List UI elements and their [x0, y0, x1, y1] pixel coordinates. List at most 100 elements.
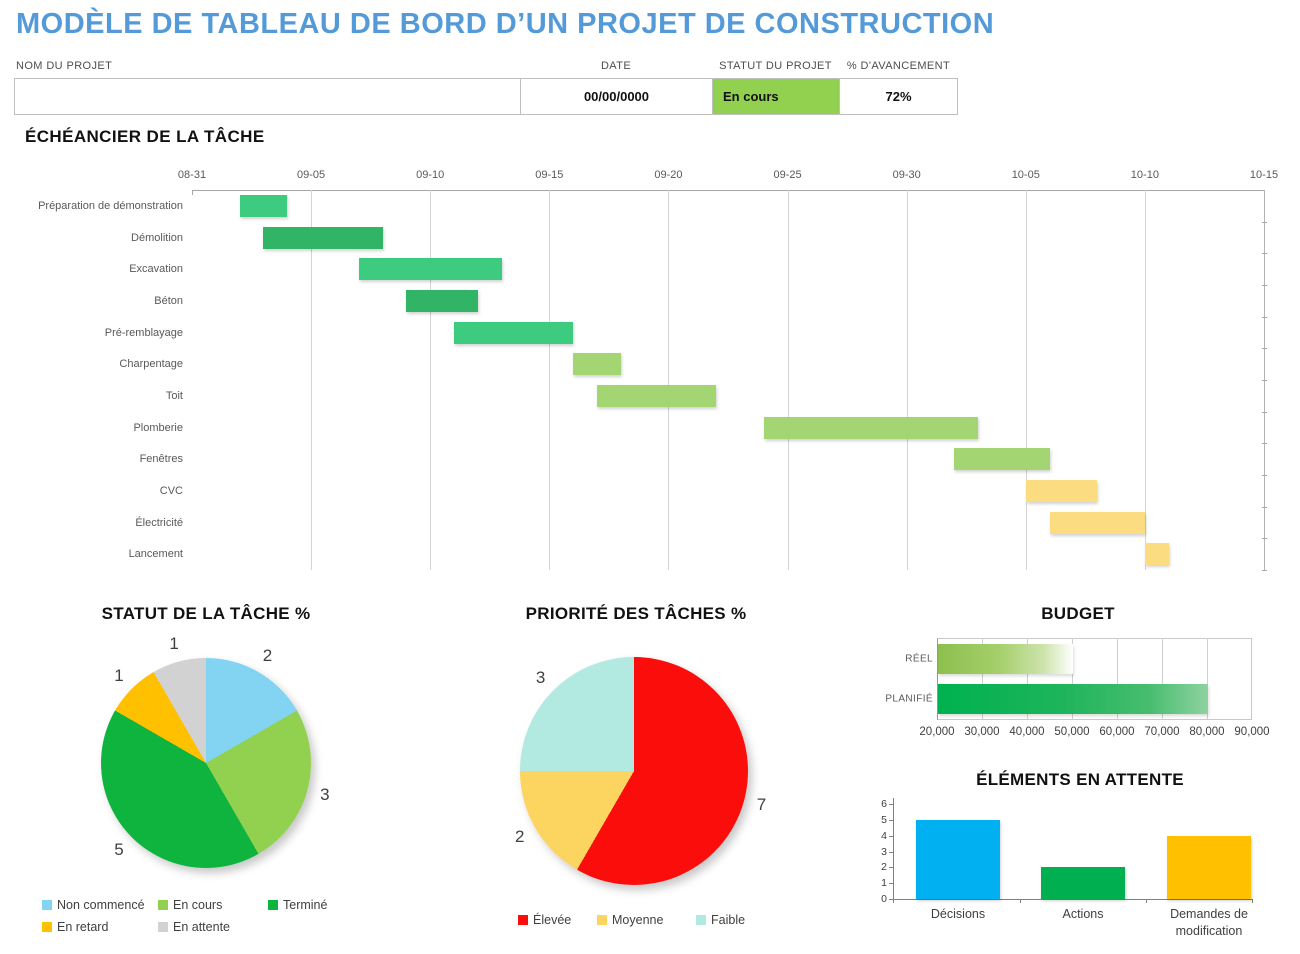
- gantt-axis-tick-label: 09-10: [416, 169, 445, 181]
- gantt-axis-tick-label: 08-31: [177, 169, 207, 181]
- gantt-axis-tick-label: 10-15: [1249, 169, 1279, 181]
- pending-y-tick: [889, 804, 893, 805]
- pending-y-tick: [889, 835, 893, 837]
- gantt-bar-fen-tres: [954, 448, 1050, 471]
- gantt-gridline: [1025, 190, 1027, 570]
- gantt-task-label: Excavation: [129, 263, 183, 276]
- gantt-task-label: Plomberie: [133, 421, 183, 434]
- pending-category-label: Demandes de modification: [1170, 907, 1248, 938]
- gantt-axis-tick: [192, 190, 193, 195]
- budget-gridline: [1117, 638, 1118, 720]
- budget-gridline: [1027, 638, 1028, 720]
- gantt-gridline: [549, 190, 551, 570]
- gantt-task-label: Lancement: [128, 548, 183, 561]
- legend-swatch-icon: [42, 900, 52, 910]
- gantt-axis-line: [192, 190, 1264, 191]
- legend-label: En cours: [173, 898, 223, 912]
- gantt-axis-tick-label: 09-05: [297, 169, 326, 181]
- pie-statut-tache: [101, 658, 311, 868]
- gantt-right-axis-tick: [1262, 538, 1267, 540]
- pie-value-label: 1: [114, 666, 124, 686]
- gantt-axis-tick-label: 09-15: [535, 169, 564, 181]
- status-label: STATUT DU PROJET: [719, 60, 832, 72]
- pending-y-tick-label: 1: [881, 877, 887, 890]
- pending-x-axis: [893, 899, 1252, 900]
- budget-gridline: [1162, 638, 1163, 720]
- budget-axis-tick-label: 70,000: [1144, 726, 1180, 738]
- legend-swatch-icon: [42, 922, 52, 932]
- gantt-bar-lancement: [1144, 543, 1169, 566]
- legend-swatch-icon: [268, 900, 278, 910]
- gantt-gridline: [430, 190, 432, 570]
- gantt-task-label: Toit: [165, 389, 183, 402]
- project-name-label: NOM DU PROJET: [16, 60, 113, 72]
- gantt-right-axis-tick: [1262, 285, 1267, 286]
- pending-y-axis: [893, 798, 894, 900]
- budget-axis-tick-label: 30,000: [964, 726, 1000, 738]
- gantt-task-label: Fenêtres: [139, 453, 183, 466]
- legend-swatch-icon: [696, 915, 706, 925]
- gantt-right-axis-tick: [1262, 316, 1267, 318]
- progress-value-box: 72%: [839, 78, 958, 115]
- legend-item-élevée: Élevée: [518, 913, 571, 927]
- pending-bar-demandes-de-modification: [1167, 835, 1251, 899]
- pending-y-tick: [889, 883, 893, 885]
- pending-y-tick: [889, 851, 893, 853]
- legend-item-en-cours: En cours: [158, 898, 222, 912]
- pending-x-tick: [1020, 899, 1021, 903]
- gantt-task-label: Pré-remblayage: [104, 326, 183, 339]
- task-priority-title: PRIORITÉ DES TÂCHES %: [525, 604, 747, 623]
- legend-swatch-icon: [158, 922, 168, 932]
- gantt-axis-tick-label: 10-10: [1130, 169, 1159, 181]
- pie-priorite-taches: [520, 657, 748, 885]
- budget-category-label: PLANIFIÉ: [885, 693, 933, 705]
- legend-label: Terminé: [283, 898, 328, 912]
- budget-axis-tick-label: 20,000: [919, 726, 955, 738]
- gantt-right-axis-tick: [1262, 506, 1267, 508]
- pie-value-label: 5: [114, 839, 124, 859]
- gantt-axis-tick-label: 09-25: [773, 169, 802, 181]
- pending-items-title: ÉLÉMENTS EN ATTENTE: [976, 770, 1184, 789]
- pie-value-label: 3: [320, 784, 330, 804]
- pending-category-label: Décisions: [930, 907, 986, 921]
- pending-x-tick: [893, 899, 894, 903]
- budget-axis-tick-label: 80,000: [1189, 726, 1225, 738]
- legend-label: En retard: [57, 920, 109, 934]
- budget-bar-réel: [938, 644, 1073, 674]
- legend-item-terminé: Terminé: [268, 898, 327, 912]
- status-value-box: En cours: [712, 78, 840, 115]
- pie-value-label: 3: [535, 667, 546, 687]
- pending-y-tick: [889, 867, 893, 869]
- budget-category-label: RÉEL: [905, 653, 933, 665]
- budget-gridline: [982, 638, 983, 720]
- gantt-axis-tick-label: 10-05: [1011, 169, 1040, 181]
- progress-label: % D'AVANCEMENT: [846, 60, 951, 72]
- gantt-right-axis-tick: [1262, 411, 1267, 413]
- gantt-task-label: Béton: [154, 294, 183, 307]
- legend-label: Moyenne: [612, 913, 664, 927]
- gantt-bar-pr-paration-de-d-monstration: [239, 194, 288, 217]
- gantt-task-label: Électricité: [135, 516, 183, 529]
- pending-y-tick: [889, 899, 893, 900]
- legend-label: En attente: [173, 920, 230, 934]
- gantt-bar-pr-remblayage: [454, 321, 574, 344]
- gantt-gridline: [906, 190, 908, 570]
- legend-item-non-commencé: Non commencé: [42, 898, 145, 912]
- gantt-axis-tick-label: 09-20: [654, 169, 683, 181]
- budget-axis-tick-label: 60,000: [1099, 726, 1135, 738]
- legend-label: Faible: [711, 913, 746, 927]
- budget-title: BUDGET: [1041, 604, 1115, 623]
- gantt-right-axis-tick: [1262, 253, 1267, 255]
- gantt-task-label: CVC: [159, 484, 183, 497]
- page-title: MODÈLE DE TABLEAU DE BORD D’UN PROJET DE…: [16, 8, 995, 40]
- budget-bar-planifié: [938, 684, 1208, 714]
- gantt-gridline: [1144, 190, 1146, 570]
- project-name-input[interactable]: [15, 79, 520, 114]
- gantt-gridline: [668, 190, 670, 570]
- budget-axis-tick-label: 50,000: [1054, 726, 1090, 738]
- gantt-gridline: [787, 190, 789, 570]
- gantt-right-axis-tick: [1262, 221, 1267, 223]
- gantt-right-axis-tick: [1262, 380, 1267, 381]
- legend-label: Non commencé: [57, 898, 145, 912]
